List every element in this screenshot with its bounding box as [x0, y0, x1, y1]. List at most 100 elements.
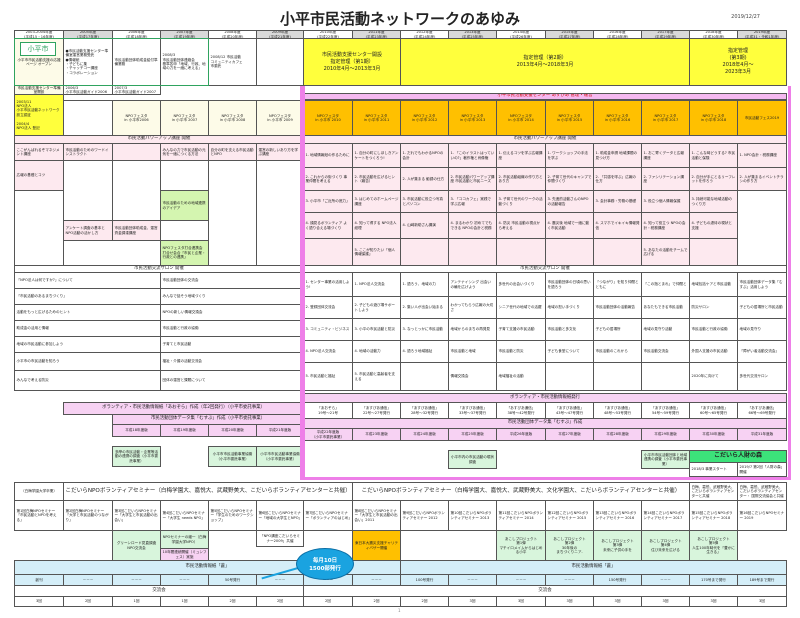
databook-year: 平成20年度版: [208, 424, 257, 437]
powerup-lecture: [400, 238, 449, 266]
salon-session: 市民活動のこれから: [593, 340, 642, 363]
seminar-note: 白梅、嘉悦、武蔵野美大、こだいらボランティアセンターと共催: [689, 482, 738, 501]
powerup-lecture: 4. 子どもの虐待の現状と支援: [689, 212, 738, 239]
info-issue: 「あすぴあ通信」 48号～53号発行: [593, 402, 642, 419]
kodaira-logo: 小平市: [20, 42, 56, 56]
festa-cell: NPOフェスタ in 小平市2006: [112, 100, 161, 136]
salon-session: 「つながり」を知り仲間とともに: [593, 272, 642, 297]
seminar-session: 第2回白梅NPOセミナー「大学と市民活動のつながり」: [63, 500, 113, 531]
festa-cell: NPOフェスタ in 小平市 2010: [303, 100, 353, 136]
empty-cell: [256, 38, 304, 86]
powerup-lecture: 市民活動のための地域連携のアイデア: [160, 190, 209, 221]
salon-session: 市民活動と行政の協働: [160, 320, 304, 337]
salon-session: 地域からのまちの再発見: [448, 318, 497, 341]
powerup-lecture: アンケート調査の基本とNPO活動の活かし方: [63, 220, 113, 241]
powerup-lecture: 3. 役立つ個人情報保護: [641, 190, 690, 213]
salon-session: 1. センター事業の活用しよう!: [303, 272, 353, 297]
salon-session: 「NPO法人は何ですか?」について: [14, 272, 161, 289]
powerup-lecture: 1. 伝えるコツを学ぶ広報講座: [496, 143, 546, 168]
salon-session: [545, 362, 594, 391]
koryu-count: 2回: [352, 596, 401, 607]
page-title: 小平市民活動ネットワークのあゆみ: [279, 10, 520, 28]
callout-line-2: 1500部発行: [309, 566, 341, 572]
center-period-frame-left: [300, 86, 305, 480]
powerup-lecture: 1. 地域情報紙の作るために: [303, 143, 353, 168]
salon-session: 市民活動団体の日頃の思いを語ろう: [545, 272, 594, 297]
salon-session: 地域福祉の活動: [496, 362, 546, 391]
seminar-extra: グリーンロード見直調査 NPO交流会: [112, 530, 161, 561]
term-1-cell: 市民活動支援センター開設 指定管理（第1期） 2010年4月～2013年3月: [303, 38, 401, 86]
festa-cell: NPOフェスタ in 小平市 2013: [448, 100, 497, 136]
empty-cell: [737, 190, 787, 266]
koryu-count: 3回: [448, 596, 497, 607]
ao-newsletter-bar: 市民活動情報紙「蒼」: [400, 560, 787, 575]
powerup-lecture: 4. 防災 市民活動の視点から考える: [496, 212, 546, 239]
info-issue: 「あすぴあ通信」 33号～37号発行: [448, 402, 497, 419]
info-issue: 「あすぴあ通信」 54号～59号発行: [641, 402, 690, 419]
seminar-session: 第13回こだいらNPOボランティアセミナー 2016: [593, 500, 642, 531]
databook-year: 平成24年度版: [400, 428, 449, 441]
salon-session: 4. 地域の活動力: [352, 340, 401, 363]
document-date: 2019/12/27: [731, 14, 760, 20]
seminar-session: 第5回こだいらNPOセミナー「学生のためのワークショップ」: [208, 500, 257, 531]
salon-session: 市民活動団体の交流会: [160, 272, 304, 289]
seminar-session: 第11回こだいらNPOボランティアセミナー 2014: [496, 500, 546, 531]
seminar-banner: こだいらNPOボランティアセミナー（白梅学園大、嘉悦大、武蔵野美大、こだいらボラ…: [63, 482, 353, 501]
empty-cell: [112, 160, 161, 221]
salon-session: 市民活動と防災: [496, 340, 546, 363]
salon-session: 福祉・介護の活動交流会: [160, 352, 304, 371]
salon-session: 2. 子どもの遊び場サポートしよう: [352, 296, 401, 319]
seminar-extra: NPOセミナーの継一（白梅学園大学NPO）: [160, 530, 209, 549]
event-cell: 2008/12 市民活動 コミュニティカフェ 市委託: [208, 38, 257, 86]
festa-cell: NPOフェスタ in 小平市 2007: [160, 100, 209, 136]
festa-cell: 市民活動フェス2019: [737, 100, 787, 136]
guide-cell: 2007/3 小平市民活動ガイド2007: [112, 85, 161, 95]
prep-work-cell: 市民活動団体助成金給付準備業務: [112, 38, 161, 86]
salon-session: 市民活動と多文化: [545, 318, 594, 341]
powerup-lecture: 4. まるわかり 初めてでもできる NPOの会計と税務: [448, 212, 497, 239]
koryu-count: 3回: [593, 596, 642, 607]
powerup-lecture: 広報の基礎とコツ: [14, 160, 64, 191]
guide-cell: 2006/3 小平市民活動ガイド2006: [63, 85, 113, 95]
empty-cell: [63, 160, 113, 221]
salon-session: 子育てと市民活動: [160, 336, 304, 353]
salon-session: [641, 362, 690, 391]
powerup-lecture: [545, 238, 594, 266]
salon-session: 地域の見守り: [737, 318, 787, 341]
koryu-count: 2回: [400, 596, 449, 607]
databook-year: 平成23年度版: [352, 428, 401, 441]
databook-year: 平成21年度版: [256, 424, 304, 437]
salon-session: 地域の見守り活動: [641, 318, 690, 341]
salon-session: 外国人支援の市民活動: [689, 340, 738, 363]
survey-cell: 小平市市民活動事業協働（小平市委託事業）: [256, 446, 304, 467]
powerup-lecture: [112, 143, 161, 161]
salon-session: 市民活動団体の活動報告: [593, 296, 642, 319]
festa-cell: NPOフェスタ in 小平市 2009: [256, 100, 304, 136]
salon-session: 2. 集い人が出会い始まる: [400, 296, 449, 319]
salon-session: 市民活動と地域: [448, 340, 497, 363]
powerup-lecture: 2. 市民活動パワーアップ講座 市民活動と市民ニーズ: [448, 167, 497, 191]
info-issue: 「あすぴあ通信」 60号～65号発行: [689, 402, 738, 419]
prep-work-cell: 2008/3 市民活動団体連絡会 基準答申「地域、行政、地域の力を一緒に考える」: [160, 38, 209, 86]
seminar-session: 第7回こだいらNPOセミナー「ボランティアのはじめ」: [303, 500, 353, 531]
seminar-session: 第8回こだいらNPOセミナー「大学生と市民活動の出会い」2011: [352, 500, 401, 531]
akoshi-project: あこしプロジェクト 第5弾 人生100年時代を「豊かに生きる」: [689, 530, 738, 561]
salon-session: 2020年に向けて: [689, 362, 738, 391]
info-issue: 「あすぴあ通信」 38号～42号発行: [496, 402, 546, 419]
salon-session: 地域包括ケアと市民活動: [689, 272, 738, 297]
powerup-lecture: 2. 市民活動を広げるヒント（報告）: [352, 167, 401, 191]
festa-cell: NPOフェスタ in 小平市 2014: [496, 100, 546, 136]
empty-cell: [63, 100, 113, 136]
salon-session: アンテナイシング 出会いの輪を広げよう: [448, 272, 497, 297]
koryu-count: 3回: [496, 596, 546, 607]
akoshi-project: あこしプロジェクト 第1弾 マチイロメイムからはじめる小平: [496, 530, 546, 561]
powerup-lecture: 3. 小平市「ご近所の底力」: [303, 190, 353, 213]
callout-bubble: 毎月10日 1500部発行: [296, 548, 354, 580]
seminar-session: 第6回こだいらNPOセミナー「地域の大学生とNPO」: [256, 500, 304, 531]
powerup-lecture: 2. 市民活動組織の作り方とあり方: [496, 167, 546, 191]
seminar-session: 第9回こだいらNPOボランティアセミナー 2012: [400, 500, 449, 531]
survey-cell: 小平市市民活動団体と地域連携の調査（小平市委託事業）: [641, 450, 690, 469]
salon-session: 地域の市民活動に参加しよう: [14, 336, 161, 353]
salon-session: 子ども食堂について: [545, 340, 594, 363]
salon-session: 2. 登録団体交流会: [303, 296, 353, 319]
